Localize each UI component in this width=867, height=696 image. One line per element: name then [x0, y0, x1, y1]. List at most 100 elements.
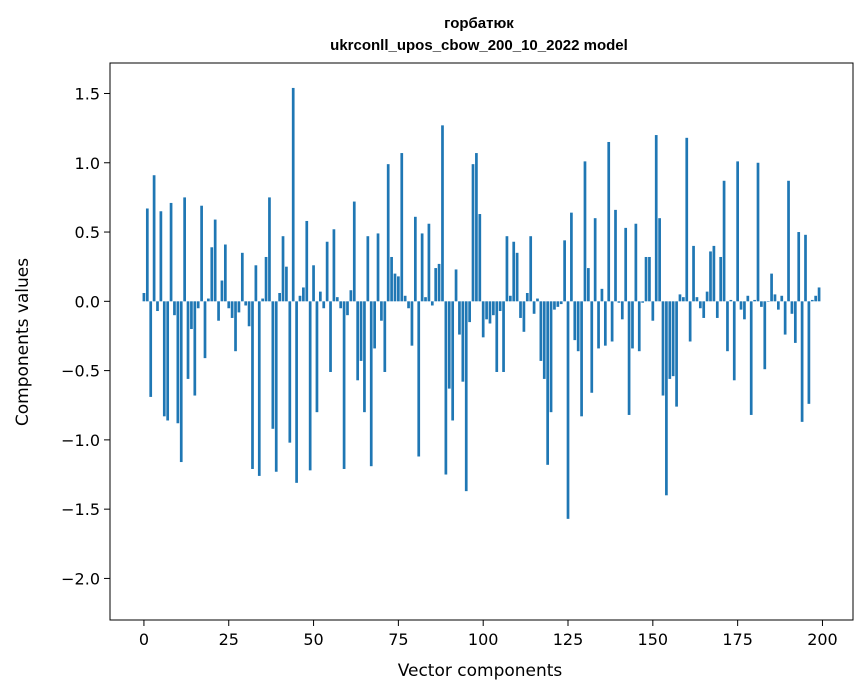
bar-component-101	[485, 301, 488, 320]
x-tick-label: 175	[722, 630, 753, 649]
bar-component-15	[193, 301, 197, 396]
bar-component-123	[559, 301, 563, 305]
x-tick-label: 200	[807, 630, 838, 649]
bar-component-33	[254, 265, 258, 302]
bar-component-80	[413, 216, 417, 302]
bar-component-14	[190, 301, 193, 330]
bar-component-35	[261, 298, 265, 302]
bar-component-16	[196, 301, 200, 309]
bar-component-141	[620, 301, 624, 320]
bar-component-165	[702, 301, 706, 318]
bar-component-4	[156, 301, 159, 312]
bar-component-128	[576, 301, 580, 352]
bar-component-44	[291, 87, 295, 302]
bar-component-104	[495, 301, 499, 372]
bar-component-157	[675, 301, 678, 407]
bar-component-175	[736, 161, 739, 302]
bar-component-26	[230, 301, 234, 318]
bar-component-125	[566, 301, 570, 519]
bar-component-110	[515, 252, 519, 302]
bar-component-150	[651, 301, 655, 321]
bar-component-156	[671, 301, 675, 377]
bar-component-138	[610, 301, 614, 342]
bar-component-171	[722, 180, 726, 302]
bar-component-116	[536, 298, 539, 302]
bar-component-114	[529, 236, 533, 302]
bar-component-162	[692, 245, 695, 302]
bar-component-129	[580, 301, 583, 417]
bar-component-197	[810, 299, 814, 302]
bar-component-23	[220, 280, 224, 302]
y-tick-label: −1.5	[61, 500, 100, 519]
bar-component-43	[288, 301, 292, 443]
bar-component-72	[386, 164, 390, 302]
bar-component-34	[257, 301, 261, 476]
bar-component-100	[481, 301, 485, 338]
bar-component-144	[631, 301, 634, 349]
bar-component-20	[210, 247, 214, 302]
plot-frame	[109, 62, 854, 621]
bar-component-60	[346, 301, 349, 316]
bar-component-135	[600, 288, 604, 302]
bar-component-131	[587, 268, 590, 302]
bar-component-66	[366, 236, 370, 302]
bar-component-182	[760, 301, 763, 307]
bar-component-91	[451, 301, 455, 421]
bar-component-13	[186, 301, 190, 379]
bar-component-145	[634, 223, 638, 302]
bar-component-0	[142, 293, 146, 302]
bar-component-41	[281, 236, 285, 302]
bar-component-29	[240, 252, 244, 302]
bar-component-118	[542, 301, 546, 379]
bar-component-186	[773, 294, 777, 302]
bar-component-148	[644, 256, 648, 302]
x-tick-label: 0	[139, 630, 149, 649]
bar-component-92	[454, 269, 458, 302]
bars-group	[142, 87, 821, 519]
bar-component-90	[447, 301, 451, 389]
bar-component-67	[369, 301, 373, 467]
bar-component-1	[145, 208, 149, 302]
bar-component-79	[410, 301, 414, 346]
x-tick-label: 50	[303, 630, 323, 649]
bar-component-178	[746, 295, 750, 302]
bar-component-153	[661, 301, 665, 396]
bar-component-89	[444, 301, 448, 475]
y-axis-label: Components values	[13, 258, 33, 426]
bar-component-95	[464, 301, 468, 492]
bar-component-137	[607, 141, 611, 302]
y-tick-label: 1.5	[75, 84, 100, 103]
bar-component-177	[743, 301, 746, 320]
bar-component-164	[698, 301, 702, 309]
bar-component-5	[159, 211, 163, 302]
x-tick-label: 100	[468, 630, 499, 649]
bar-component-176	[739, 301, 743, 310]
bar-component-3	[152, 175, 156, 302]
bar-component-172	[726, 301, 729, 352]
bar-component-142	[624, 227, 628, 302]
bar-component-46	[298, 295, 302, 302]
bar-component-73	[390, 256, 393, 302]
bar-component-88	[441, 125, 444, 302]
bar-component-54	[325, 241, 329, 302]
bar-component-185	[770, 273, 773, 302]
bar-component-155	[668, 301, 672, 379]
x-axis-label: Vector components	[398, 661, 563, 681]
bar-component-130	[583, 161, 587, 302]
bar-component-22	[217, 301, 220, 321]
bar-component-94	[461, 301, 465, 382]
y-tick-label: 1.0	[75, 154, 100, 173]
bar-component-133	[593, 218, 597, 302]
bar-component-174	[732, 301, 736, 381]
bar-component-189	[783, 301, 787, 335]
bar-component-105	[498, 301, 502, 312]
bar-component-111	[519, 301, 522, 318]
bar-component-37	[268, 197, 271, 302]
bar-component-70	[380, 301, 383, 321]
bar-component-28	[237, 301, 241, 313]
x-tick-label: 75	[388, 630, 408, 649]
bar-component-45	[295, 301, 298, 483]
bar-component-47	[302, 287, 305, 302]
bar-component-196	[807, 301, 811, 404]
